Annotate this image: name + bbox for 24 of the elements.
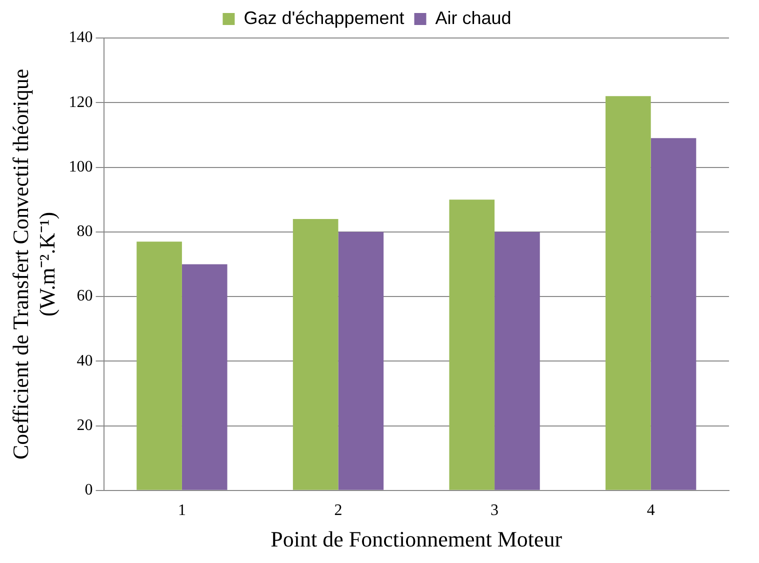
legend-label: Gaz d'échappement [244,8,404,28]
x-tick-label: 1 [178,502,186,520]
bar [606,96,651,490]
y-tick-label: 120 [68,94,93,111]
y-tick-label: 140 [68,29,93,46]
bar [182,264,228,490]
x-tick-label: 4 [646,502,655,520]
bar [338,232,384,490]
y-tick-label: 40 [76,352,93,370]
x-tick-label: 3 [490,502,499,520]
y-tick-label: 0 [84,482,93,499]
y-tick-label: 100 [68,158,93,176]
bar [136,242,182,490]
bar [449,200,495,490]
y-tick-label: 20 [76,416,93,434]
legend-label: Air chaud [435,8,512,28]
y-axis-title: Coefficient de Transfert Convectif théorique (W.m⁻².K⁻¹) [8,68,60,460]
bar [650,138,696,490]
x-tick-label: 2 [334,502,342,520]
bar [494,232,540,490]
y-tick-label: 60 [76,288,93,305]
x-axis-title: Point de Fonctionnement Moteur [270,526,563,552]
bar [292,218,338,490]
y-tick-label: 80 [76,223,93,240]
